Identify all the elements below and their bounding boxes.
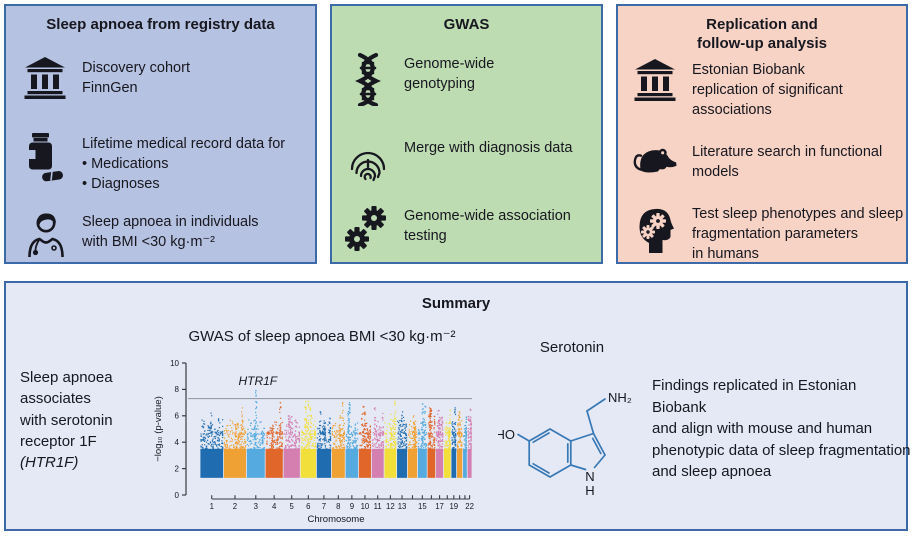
svg-text:13: 13 — [398, 502, 407, 511]
svg-text:2: 2 — [175, 464, 180, 473]
svg-text:22: 22 — [465, 502, 474, 511]
registry-item-records: Lifetime medical record data for • Medic… — [22, 132, 285, 194]
svg-text:10: 10 — [361, 502, 370, 511]
svg-text:Chromosome: Chromosome — [307, 514, 364, 525]
svg-text:8: 8 — [175, 385, 180, 394]
gwas-item-genotyping: Genome-wide genotyping — [344, 52, 494, 106]
fingerprint-icon — [344, 136, 390, 182]
replication-item-phenotypes-text: Test sleep phenotypes and sleep fragment… — [692, 206, 904, 262]
manhattan-title: GWAS of sleep apnoea BMI <30 kg·m⁻² — [188, 328, 456, 345]
summary-left-lines: Sleep apnoea associates with serotonin r… — [20, 369, 113, 450]
svg-text:17: 17 — [435, 502, 444, 511]
panel-registry: Sleep apnoea from registry data Discover… — [4, 4, 317, 264]
svg-text:NH₂: NH₂ — [608, 390, 632, 405]
panel-replication: Replication and follow-up analysis Eston… — [616, 4, 908, 264]
svg-text:10: 10 — [170, 359, 179, 368]
svg-text:7: 7 — [322, 502, 326, 511]
replication-item-biobank-text: Estonian Biobank replication of signific… — [692, 62, 843, 118]
svg-text:0: 0 — [175, 491, 180, 500]
svg-text:N: N — [585, 469, 594, 484]
svg-text:8: 8 — [336, 502, 340, 511]
svg-text:4: 4 — [175, 438, 180, 447]
svg-text:11: 11 — [374, 502, 382, 511]
gwas-item-testing: Genome-wide association testing — [344, 204, 571, 252]
summary-left-gene-italic: (HTR1F) — [20, 454, 79, 472]
svg-text:5: 5 — [290, 502, 295, 511]
svg-text:9: 9 — [350, 502, 354, 511]
serotonin-label: Serotonin — [539, 339, 605, 356]
gwas-item-merge: Merge with diagnosis data — [344, 136, 572, 182]
svg-text:4: 4 — [272, 502, 277, 511]
panel-gwas-title: GWAS — [443, 16, 490, 33]
registry-item-bmi-text: Sleep apnoea in individuals with BMI <30… — [82, 214, 259, 250]
molecule-atom-labels: HO NH₂ N H — [498, 390, 632, 498]
replication-item-literature-text: Literature search in functional models — [692, 144, 883, 180]
gears-icon — [344, 204, 390, 252]
registry-item-discovery: Discovery cohort FinnGen — [22, 56, 190, 99]
summary-left-text: Sleep apnoea associates with serotonin r… — [20, 367, 113, 473]
svg-text:6: 6 — [306, 502, 310, 511]
panel-replication-title: Replication and follow-up analysis — [696, 16, 828, 52]
bank-icon — [22, 56, 68, 99]
registry-item-discovery-text: Discovery cohort FinnGen — [82, 60, 190, 96]
replication-item-literature: Literature search in functional models — [632, 140, 882, 182]
bank-icon — [632, 58, 678, 101]
summary-right-text: Findings replicated in Estonian Biobank … — [652, 377, 911, 481]
replication-item-biobank: Estonian Biobank replication of signific… — [632, 58, 843, 120]
svg-text:1: 1 — [210, 502, 214, 511]
svg-text:12: 12 — [386, 502, 395, 511]
molecule-bonds — [517, 398, 606, 478]
registry-item-records-text: Lifetime medical record data for • Medic… — [82, 136, 286, 192]
svg-text:6: 6 — [175, 412, 180, 421]
dna-icon — [344, 52, 390, 106]
svg-text:19: 19 — [449, 502, 458, 511]
svg-text:15: 15 — [418, 502, 427, 511]
svg-text:H: H — [585, 483, 594, 498]
head-gears-icon — [632, 202, 678, 254]
gwas-item-merge-text: Merge with diagnosis data — [404, 140, 573, 156]
panel-gwas: GWAS Genome-wide genotyping — [330, 4, 603, 264]
manhattan-ylabel: −log₁₀ (p-value) — [153, 396, 164, 462]
panel-registry-title: Sleep apnoea from registry data — [46, 16, 275, 33]
gwas-item-genotyping-text: Genome-wide genotyping — [404, 56, 495, 92]
svg-text:HO: HO — [498, 427, 515, 442]
svg-text:2: 2 — [233, 502, 237, 511]
serotonin-molecule: HO NH₂ N H — [498, 390, 632, 498]
panel-summary: Summary Sleep apnoea associates with ser… — [4, 281, 911, 531]
pill-bottle-icon — [22, 132, 68, 190]
gene-annotation: HTR1F — [238, 374, 277, 388]
registry-item-bmi: Sleep apnoea in individuals with BMI <30… — [22, 210, 259, 258]
rat-icon — [632, 140, 678, 180]
svg-text:3: 3 — [254, 502, 258, 511]
gwas-item-testing-text: Genome-wide association testing — [404, 208, 571, 244]
summary-title: Summary — [421, 295, 491, 312]
replication-item-phenotypes: Test sleep phenotypes and sleep fragment… — [632, 202, 903, 264]
doctor-icon — [22, 210, 68, 258]
